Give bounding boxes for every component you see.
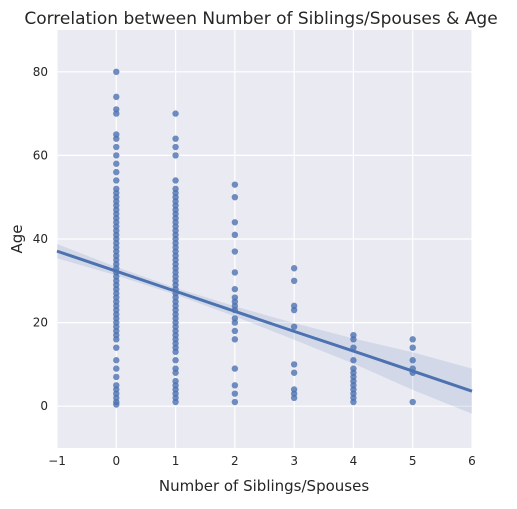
x-tick-label: 1 — [172, 454, 180, 468]
data-point — [290, 277, 298, 284]
x-tick-label: 3 — [290, 454, 298, 468]
data-point — [231, 285, 239, 293]
regression-line — [56, 249, 473, 393]
data-point — [113, 382, 120, 389]
data-point — [231, 327, 239, 335]
x-tick-label: 0 — [112, 454, 120, 468]
data-point — [113, 185, 120, 193]
data-point — [231, 365, 239, 372]
x-tick-label: 4 — [350, 454, 358, 468]
data-point — [172, 135, 179, 142]
data-point — [290, 369, 298, 376]
data-point — [172, 377, 179, 385]
y-tick-label: 20 — [33, 316, 48, 330]
data-point — [113, 344, 120, 351]
data-point — [231, 248, 239, 255]
data-point — [231, 269, 239, 276]
data-point — [172, 365, 179, 372]
data-point — [172, 152, 179, 159]
data-point — [290, 386, 298, 393]
data-point — [290, 361, 298, 368]
data-point — [113, 357, 120, 364]
data-point — [231, 194, 239, 201]
data-point — [231, 294, 239, 301]
data-point — [113, 160, 120, 167]
x-tick-label: −1 — [48, 454, 66, 468]
data-point — [290, 323, 298, 330]
data-point — [231, 336, 239, 343]
data-point — [172, 185, 179, 193]
data-point — [409, 357, 416, 364]
y-tick-label: 60 — [33, 148, 48, 162]
data-point — [350, 365, 357, 372]
data-point — [113, 68, 120, 76]
y-tick-label: 80 — [33, 65, 48, 79]
data-point — [231, 231, 239, 239]
data-point — [113, 177, 120, 184]
data-point — [290, 302, 298, 310]
y-axis-label: Age — [8, 224, 26, 253]
data-point — [231, 382, 239, 389]
data-point — [113, 152, 120, 159]
y-tick-label: 40 — [33, 232, 48, 246]
data-point — [113, 106, 120, 113]
data-point — [113, 168, 120, 176]
x-tick-label: 5 — [409, 454, 417, 468]
data-point — [113, 131, 120, 138]
data-point — [231, 390, 239, 397]
data-point — [172, 143, 179, 151]
data-point — [350, 357, 357, 364]
data-point — [172, 357, 179, 364]
data-point — [172, 110, 179, 117]
y-tick-label: 0 — [40, 399, 48, 413]
data-point — [113, 143, 120, 151]
data-point — [172, 177, 179, 184]
x-tick-label: 2 — [231, 454, 239, 468]
data-point — [409, 336, 416, 343]
data-point — [231, 219, 239, 226]
data-point — [113, 373, 120, 381]
data-point — [409, 398, 416, 406]
data-point — [113, 93, 120, 101]
data-point — [231, 181, 239, 188]
x-axis-label: Number of Siblings/Spouses — [159, 477, 369, 495]
data-point — [113, 365, 120, 372]
data-point — [409, 344, 416, 351]
chart-title: Correlation between Number of Siblings/S… — [24, 9, 497, 29]
data-point — [231, 398, 239, 406]
data-point — [290, 265, 298, 272]
data-point — [350, 331, 357, 339]
x-tick-label: 6 — [468, 454, 476, 468]
data-point — [231, 315, 239, 322]
